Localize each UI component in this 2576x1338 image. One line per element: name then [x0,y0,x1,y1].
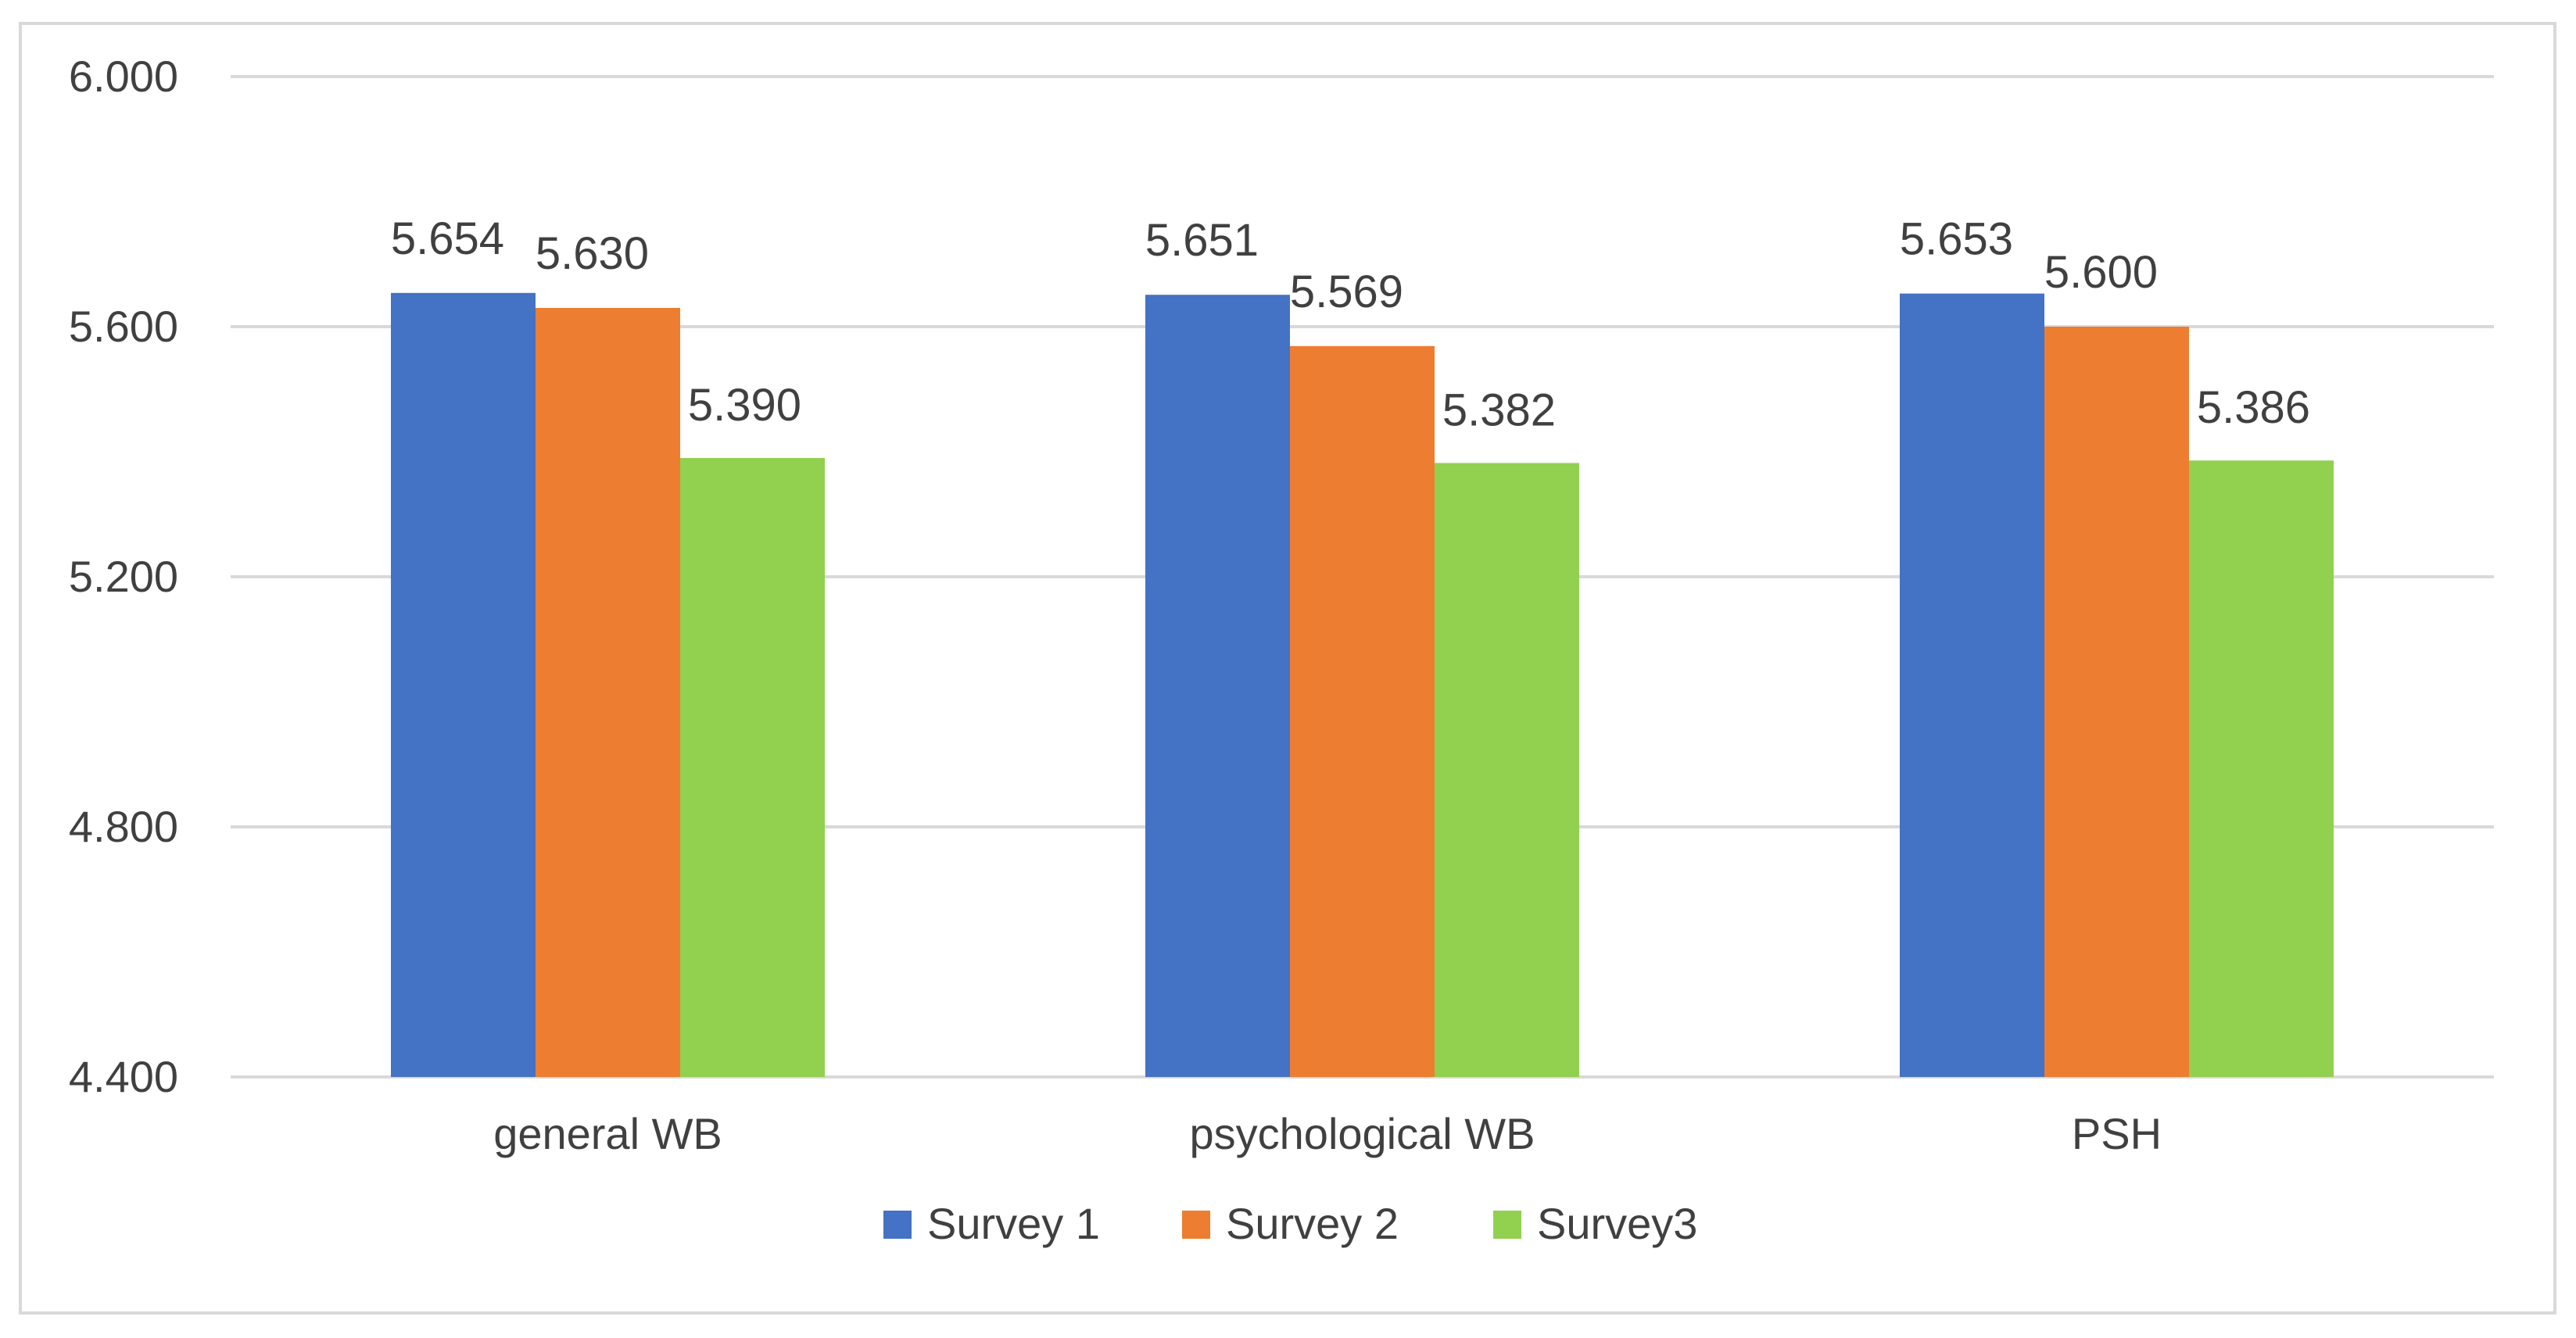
bar [1435,463,1579,1077]
data-label: 5.653 [1900,214,2013,265]
data-label: 5.569 [1290,267,1403,317]
legend: Survey 1 Survey 2 Survey3 [883,1199,1697,1248]
bar [2189,460,2334,1077]
data-label: 5.600 [2044,247,2158,298]
data-label: 5.651 [1145,215,1259,266]
y-tick-label: 6.000 [69,52,178,101]
legend-swatch [1182,1211,1210,1239]
data-labels: 5.654 5.630 5.390 5.651 5.569 5.382 5.653 5.600… [391,213,2310,436]
legend-swatch [883,1211,912,1239]
bar [1900,293,2044,1078]
bar [391,292,536,1077]
legend-swatch [1493,1211,1521,1239]
legend-label: Survey 1 [927,1199,1100,1248]
category-label: general WB [493,1109,722,1158]
bar [1290,345,1435,1077]
y-tick-label: 4.800 [69,802,178,851]
data-label: 5.386 [2197,382,2310,433]
bar [536,308,680,1077]
y-axis-ticks: 4.400 4.800 5.200 5.600 6.000 [69,52,178,1101]
category-label: PSH [2072,1109,2162,1158]
y-tick-label: 5.600 [69,302,178,351]
legend-label: Survey3 [1537,1199,1697,1248]
bar [2044,327,2189,1077]
category-label: psychological WB [1190,1109,1535,1158]
y-tick-label: 4.400 [69,1052,178,1101]
data-label: 5.390 [688,380,801,431]
legend-label: Survey 2 [1226,1199,1399,1248]
data-label: 5.382 [1442,385,1556,435]
bar [1145,295,1290,1077]
data-label: 5.654 [391,213,504,264]
bar [680,458,825,1077]
y-tick-label: 5.200 [69,552,178,601]
bars [391,292,2334,1078]
data-label: 5.630 [536,228,649,279]
x-axis-categories: general WB psychological WB PSH [493,1109,2162,1158]
